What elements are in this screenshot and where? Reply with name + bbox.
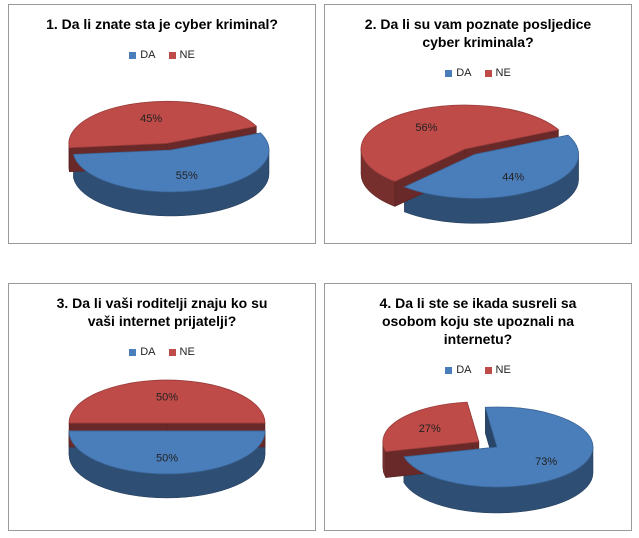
data-label-ne: 45% [140,113,162,125]
legend-swatch-da [129,51,137,59]
legend-item-da: DA [129,49,155,61]
slice-top-ne [360,104,560,182]
data-label-ne: 56% [415,122,437,134]
legend-item-da: DA [129,346,155,358]
legend-swatch-ne [484,366,492,374]
legend-label: NE [495,67,511,80]
slice-top-ne [68,100,258,149]
chart-panel-4: 4. Da li ste se ikada susreli sa osobom … [324,283,632,531]
legend-item-da: DA [445,364,471,376]
legend-label: DA [456,364,472,377]
pie-chart-4: 73% 27% [382,401,594,514]
legend-swatch-da [445,366,453,374]
slice-top-da [403,406,594,488]
chart-title: 4. Da li ste se ikada susreli sa osobom … [379,295,577,347]
pie-chart-2: 44% 56% [360,104,579,224]
pie-labels: 55% 45% [140,113,198,182]
slice-top-ne [382,401,480,453]
legend-swatch-ne [168,51,176,59]
slice-top-da [73,132,270,193]
chart-legend: DA NE [325,364,631,376]
data-label-da: 44% [502,171,524,183]
legend-item-ne: NE [484,364,511,377]
legend-item-ne: NE [168,49,195,62]
pie-labels: 73% 27% [419,423,558,468]
pie-tops [360,104,579,199]
data-label-da: 73% [535,456,557,468]
data-label-da: 55% [176,170,198,182]
chart-panel-1: 1. Da li znate sta je cyber kriminal? DA… [8,4,316,244]
legend-label: NE [179,346,195,359]
data-label-ne: 27% [419,423,441,435]
data-label-da: 50% [156,453,178,465]
legend-item-ne: NE [484,67,511,80]
legend-label: DA [456,67,472,80]
pie-tops [382,401,594,488]
pie-tops [68,379,266,475]
pie-chart-1: 55% 45% [68,100,270,217]
pie-tops [68,100,270,193]
legend-swatch-ne [168,348,176,356]
legend-swatch-ne [484,69,492,77]
legend-label: NE [179,49,195,62]
legend-item-da: DA [445,67,471,79]
chart-legend: DA NE [9,346,315,358]
slice-top-ne [68,379,266,424]
chart-legend: DA NE [325,67,631,79]
legend-item-ne: NE [168,346,195,359]
legend-label: NE [495,364,511,377]
data-label-ne: 50% [156,391,178,403]
chart-title: 1. Da li znate sta je cyber kriminal? [46,16,278,32]
pie-labels: 50% 50% [156,391,178,464]
legend-label: DA [140,49,156,62]
pie-labels: 44% 56% [415,122,524,183]
legend-swatch-da [445,69,453,77]
chart-panel-2: 2. Da li su vam poznate posljedice cyber… [324,4,632,244]
pie-chart-3: 50% 50% [68,379,266,499]
legend-swatch-da [129,348,137,356]
legend-label: DA [140,346,156,359]
chart-title: 3. Da li vaši roditelji znaju ko su vaši… [56,295,268,329]
slice-top-da [403,134,579,199]
slice-top-da [68,430,266,475]
chart-legend: DA NE [9,49,315,61]
chart-title: 2. Da li su vam poznate posljedice cyber… [364,16,592,50]
chart-panel-3: 3. Da li vaši roditelji znaju ko su vaši… [8,283,316,531]
